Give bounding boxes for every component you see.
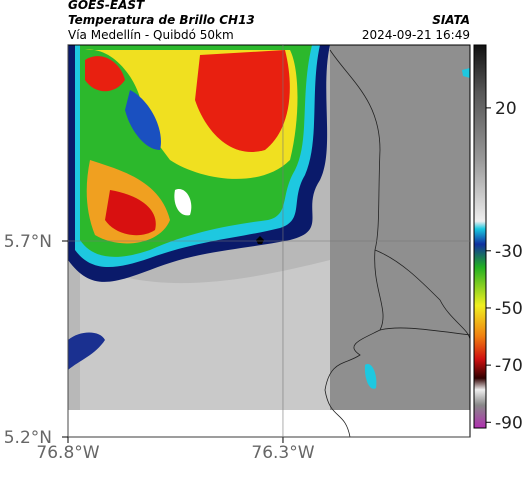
colorbar-label: 20 bbox=[495, 99, 517, 119]
area: Vía Medellín - Quibdó 50km bbox=[68, 28, 234, 42]
x-tick-label: 76.3°W bbox=[251, 443, 314, 463]
colorbar bbox=[473, 44, 487, 429]
colorbar-label: -30 bbox=[495, 242, 523, 262]
colorbar-label: -50 bbox=[495, 299, 523, 319]
source: GOES-EAST bbox=[68, 0, 145, 12]
y-tick-label: 5.7°N bbox=[4, 232, 52, 252]
map-image bbox=[68, 45, 470, 437]
x-tick-label: 76.8°W bbox=[36, 443, 99, 463]
colorbar-label: -90 bbox=[495, 413, 523, 433]
y-tick-label: 5.2°N bbox=[4, 428, 52, 448]
product: Temperatura de Brillo CH13 bbox=[68, 13, 255, 27]
agency: SIATA bbox=[432, 13, 470, 27]
datetime: 2024-09-21 16:49 bbox=[362, 28, 470, 42]
colorbar-label: -70 bbox=[495, 356, 523, 376]
